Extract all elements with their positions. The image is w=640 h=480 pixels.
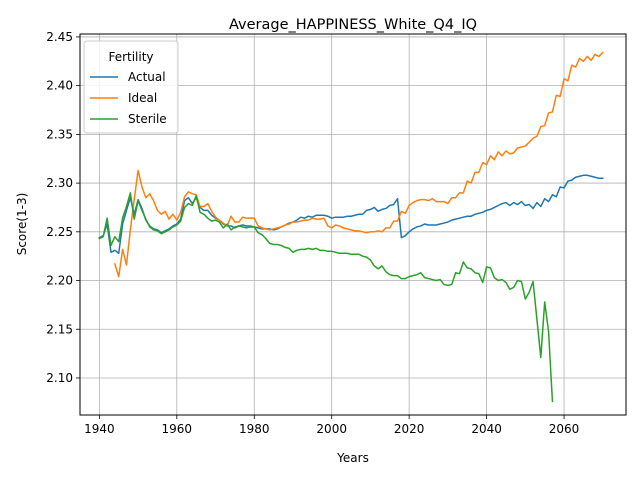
x-tick-label: 1980 — [239, 422, 270, 436]
data-series — [98, 51, 604, 403]
series-line-actual — [98, 174, 604, 254]
axis-ticks: 1940 1960 1980 2000 2020 2040 2060 2.10 2.15 2.20… — [46, 30, 579, 436]
y-tick-label: 2.40 — [46, 79, 73, 93]
y-tick-label: 2.10 — [46, 371, 73, 385]
y-tick-label: 2.45 — [46, 30, 73, 44]
y-tick-label: 2.15 — [46, 322, 73, 336]
series-line-sterile — [98, 192, 554, 403]
x-axis-label: Years — [336, 451, 369, 465]
legend-label-ideal: Ideal — [128, 91, 157, 105]
y-tick-label: 2.20 — [46, 274, 73, 288]
legend: Fertility Actual Ideal Sterile — [83, 40, 179, 134]
series-line-ideal — [113, 51, 604, 278]
grid-lines — [80, 34, 626, 415]
y-axis-label: Score(1-3) — [15, 193, 29, 256]
legend-box — [83, 40, 179, 134]
legend-title: Fertility — [108, 50, 153, 64]
x-tick-label: 2040 — [471, 422, 502, 436]
x-tick-label: 2060 — [549, 422, 580, 436]
x-tick-label: 1940 — [84, 422, 115, 436]
y-tick-label: 2.35 — [46, 127, 73, 141]
legend-label-sterile: Sterile — [128, 112, 167, 126]
x-tick-label: 2020 — [394, 422, 425, 436]
legend-label-actual: Actual — [128, 70, 166, 84]
y-tick-label: 2.25 — [46, 225, 73, 239]
x-tick-label: 1960 — [162, 422, 193, 436]
plot-area-frame — [79, 33, 627, 416]
y-tick-label: 2.30 — [46, 176, 73, 190]
chart-title: Average_HAPPINESS_White_Q4_IQ — [229, 17, 477, 33]
x-tick-label: 2000 — [316, 422, 347, 436]
